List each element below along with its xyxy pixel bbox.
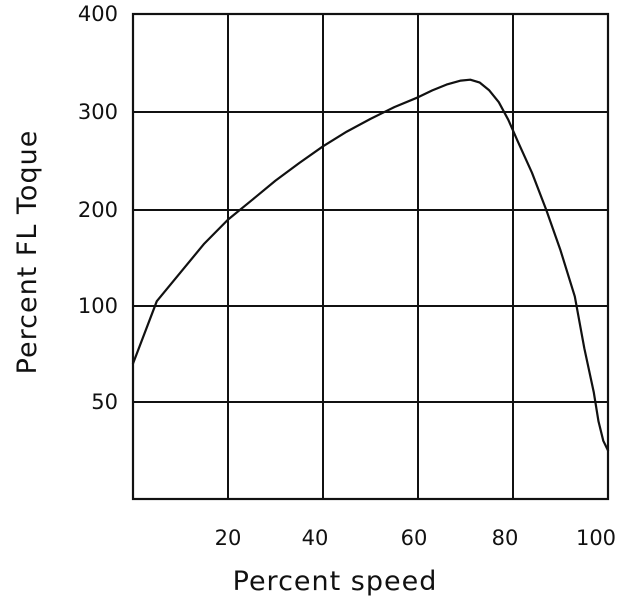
x-tick-label: 60 <box>401 526 428 550</box>
y-tick-label: 100 <box>78 294 118 318</box>
y-tick-label: 400 <box>78 2 118 26</box>
x-tick-label: 100 <box>576 526 616 550</box>
x-tick-label: 20 <box>215 526 242 550</box>
y-tick-labels: 50 100 200 300 400 <box>78 2 118 414</box>
y-axis-title: Percent FL Toque <box>12 130 43 375</box>
x-tick-label: 40 <box>302 526 329 550</box>
torque-curve-line <box>131 78 610 452</box>
y-tick-label: 200 <box>78 198 118 222</box>
y-tick-label: 50 <box>91 390 118 414</box>
plot-frame <box>131 12 610 501</box>
x-tick-labels: 20 40 60 80 100 <box>215 526 616 550</box>
x-axis-title: Percent speed <box>233 566 438 597</box>
x-tick-label: 80 <box>492 526 519 550</box>
y-tick-label: 300 <box>78 100 118 124</box>
grid <box>133 14 608 499</box>
